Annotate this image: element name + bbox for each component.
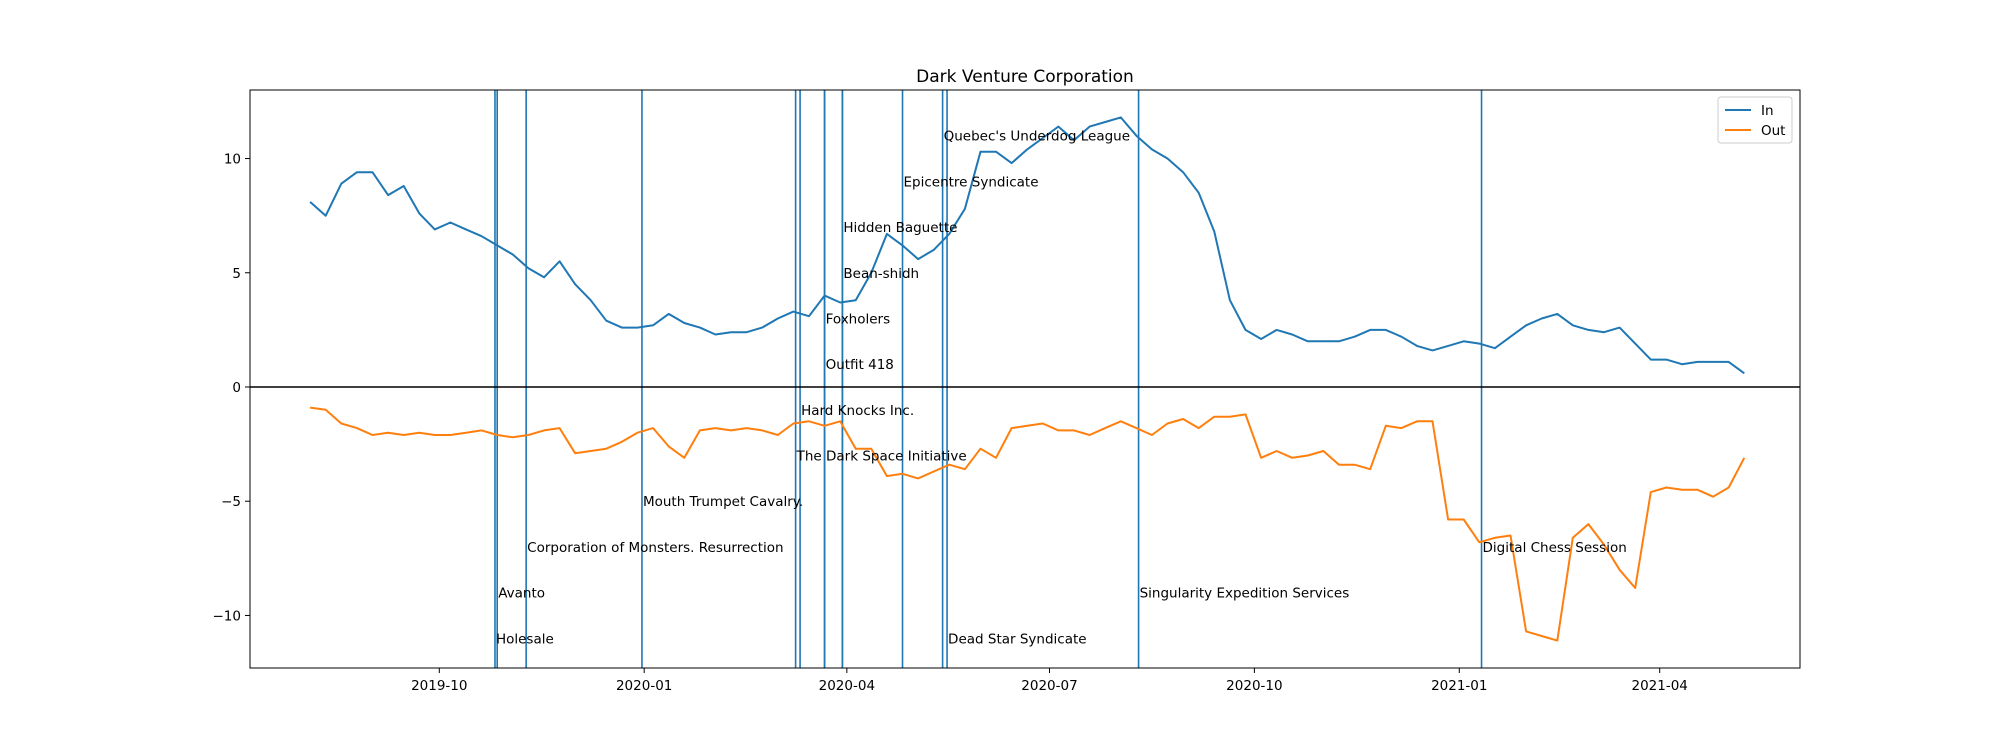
event-label: Bean-shidh bbox=[843, 266, 919, 282]
y-tick-label: 5 bbox=[232, 266, 241, 282]
event-label: Mouth Trumpet Cavalry. bbox=[643, 494, 803, 510]
event-label: Dead Star Syndicate bbox=[948, 631, 1087, 647]
x-tick-label: 2020-10 bbox=[1226, 678, 1282, 694]
chart-title: Dark Venture Corporation bbox=[916, 67, 1134, 87]
y-tick-label: 0 bbox=[232, 380, 241, 396]
event-label: Outfit 418 bbox=[826, 357, 894, 373]
y-tick-label: −10 bbox=[213, 608, 242, 624]
axes-frame bbox=[249, 89, 1801, 669]
event-label: Foxholers bbox=[826, 311, 891, 327]
event-label: Corporation of Monsters. Resurrection bbox=[527, 540, 783, 556]
series-line-in bbox=[309, 116, 1745, 375]
event-label: Quebec's Underdog League bbox=[944, 129, 1130, 145]
x-tick-label: 2020-07 bbox=[1021, 678, 1077, 694]
x-tick-label: 2019-10 bbox=[411, 678, 467, 694]
event-label: The Dark Space Initiative bbox=[796, 449, 967, 465]
event-label: Holesale bbox=[496, 631, 554, 647]
event-label: Digital Chess Session bbox=[1483, 540, 1627, 556]
x-tick-label: 2021-04 bbox=[1631, 678, 1687, 694]
event-label: Singularity Expedition Services bbox=[1140, 586, 1350, 602]
event-label: Epicentre Syndicate bbox=[904, 174, 1039, 190]
plot-area: Holesale Avanto Corporation of Monsters. R… bbox=[213, 89, 1801, 694]
event-label: Avanto bbox=[498, 586, 545, 602]
x-tick-label: 2020-04 bbox=[819, 678, 875, 694]
x-tick-label: 2020-01 bbox=[616, 678, 672, 694]
legend-box bbox=[1717, 96, 1793, 144]
legend-label-in: In bbox=[1761, 103, 1774, 119]
legend-label-out: Out bbox=[1761, 123, 1785, 139]
x-tick-label: 2021-01 bbox=[1431, 678, 1487, 694]
y-tick-label: −5 bbox=[221, 494, 241, 510]
y-tick-label: 10 bbox=[224, 152, 241, 168]
event-label: Hidden Baguette bbox=[843, 220, 957, 236]
series-line-out bbox=[309, 406, 1746, 642]
event-label: Hard Knocks Inc. bbox=[801, 403, 914, 419]
